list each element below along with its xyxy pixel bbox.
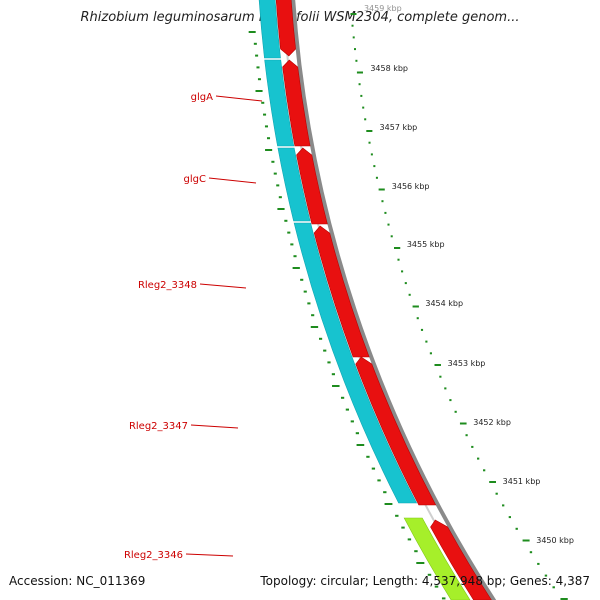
gene-labels: glgA glgC Rleg2_3348 Rleg2_3347 Rleg2_3346	[124, 92, 263, 561]
rna-feature	[403, 517, 471, 600]
gene-label: Rleg2_3347	[129, 421, 188, 432]
kbp-label: 3454 kbp	[425, 299, 463, 308]
reverse-feature	[264, 59, 295, 147]
gene-label: Rleg2_3346	[124, 550, 183, 561]
kbp-label: 3457 kbp	[380, 123, 418, 132]
outer-tick-marks	[350, 13, 568, 600]
forward-cds-arrow	[355, 356, 437, 506]
kbp-scale-labels: 3459 kbp 3458 kbp 3457 kbp 3456 kbp 3455 kbp…	[364, 4, 574, 545]
kbp-label: 3450 kbp	[536, 536, 574, 545]
forward-cds-arrow	[296, 147, 328, 225]
gene-label: glgA	[191, 92, 213, 103]
genome-backbone	[281, 0, 497, 600]
reverse-feature	[293, 222, 418, 504]
gene-leader-line	[199, 283, 247, 289]
forward-strand-track	[275, 0, 492, 600]
reverse-feature	[277, 147, 311, 222]
kbp-label: 3458 kbp	[370, 64, 408, 73]
gene-label: Rleg2_3348	[138, 280, 197, 291]
inner-tick-marks	[248, 31, 446, 600]
gene-label: glgC	[184, 174, 206, 185]
topology-summary: Topology: circular; Length: 4,537,948 bp…	[260, 574, 590, 588]
forward-cds-arrow	[275, 0, 296, 57]
kbp-label: 3451 kbp	[503, 477, 541, 486]
kbp-label: 3456 kbp	[392, 182, 430, 191]
reverse-feature	[258, 0, 281, 59]
genome-title: Rhizobium leguminosarum bv. trifolii WSM…	[80, 10, 520, 25]
accession-label: Accession: NC_011369	[9, 574, 146, 588]
gene-leader-line	[215, 95, 263, 102]
kbp-label: 3452 kbp	[473, 418, 511, 427]
kbp-label: 3459 kbp	[364, 4, 402, 13]
kbp-label: 3455 kbp	[407, 240, 445, 249]
gene-leader-line	[208, 177, 257, 184]
gene-leader-line	[190, 424, 239, 429]
reverse-strand-track	[258, 0, 471, 600]
backbone-line	[291, 0, 497, 600]
kbp-label: 3453 kbp	[448, 359, 486, 368]
gene-leader-line	[185, 553, 234, 557]
forward-cds-arrow	[282, 59, 311, 147]
forward-cds-arrow	[430, 519, 492, 600]
